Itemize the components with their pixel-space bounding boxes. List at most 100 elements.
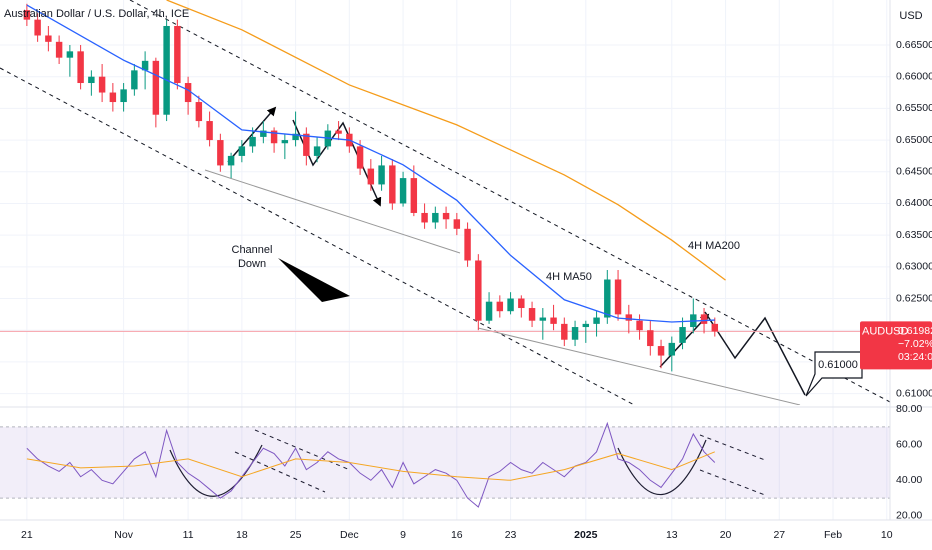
candle-body	[442, 212, 450, 220]
candle-body	[270, 130, 278, 144]
candle-body	[356, 146, 364, 169]
candle-body	[410, 178, 418, 213]
candle-body	[453, 219, 461, 229]
candle-body	[657, 346, 665, 356]
candle-body	[184, 83, 192, 103]
arc	[617, 439, 707, 496]
candle-body	[528, 308, 536, 321]
candle-body	[109, 92, 117, 103]
candle-body	[45, 35, 52, 42]
candle-body	[141, 60, 149, 71]
ma-line	[26, 4, 715, 323]
candle-body	[561, 323, 568, 340]
last-price-label: 0.61982	[898, 325, 932, 337]
y-tick-label: 0.64500	[896, 166, 932, 178]
candle-body	[711, 323, 719, 332]
currency: USD	[899, 10, 922, 22]
candle-body	[292, 133, 299, 141]
y-tick-label: 0.66500	[896, 39, 932, 51]
rsi-line	[26, 421, 716, 508]
candle-body	[249, 136, 256, 147]
rsi-channel	[254, 429, 351, 471]
x-tick-label: 10	[881, 529, 893, 541]
price-label-box	[860, 321, 932, 370]
candle-body	[378, 165, 385, 185]
candle-body	[668, 342, 676, 356]
x-tick-label: 9	[400, 529, 406, 541]
candle-body	[152, 60, 160, 115]
candle-body	[507, 298, 514, 312]
annotation: Channel Down	[232, 244, 273, 270]
candle-body	[23, 10, 31, 20]
axes: 21 Nov 11 18 25 Dec 9 16 23 2025 13 20 27 Feb 10 0.6100…	[21, 39, 932, 541]
candle-body	[421, 212, 428, 223]
rsi-tick-label: 40.00	[896, 474, 922, 486]
y-tick-label: 0.64000	[896, 197, 932, 209]
x-tick-label: 27	[773, 529, 785, 541]
candle-body	[399, 178, 407, 204]
candle-body	[518, 298, 525, 309]
candle-body	[700, 314, 708, 324]
x-tick-label: Feb	[824, 529, 842, 541]
candle-body	[195, 102, 203, 122]
x-tick-label: 18	[236, 529, 248, 541]
candle-body	[131, 70, 138, 90]
candle-body	[98, 76, 106, 93]
candle-body	[496, 301, 504, 312]
candle-body	[593, 317, 600, 324]
x-tick-label: 16	[451, 529, 463, 541]
y-tick-label: 0.62500	[896, 292, 932, 304]
candle-body	[571, 327, 579, 340]
chart-title: Australian Dollar / U.S. Dollar, 4h, ICE	[4, 8, 189, 20]
candle-body	[55, 41, 63, 58]
x-tick-label: 25	[290, 529, 302, 541]
candle-body	[66, 51, 74, 58]
candle-body	[485, 301, 493, 321]
x-tick-label: Nov	[114, 529, 133, 541]
rsi-pane	[0, 421, 890, 508]
candle-body	[367, 168, 375, 185]
candle-body	[260, 130, 267, 137]
support-line	[477, 327, 801, 405]
ma-line	[166, 0, 726, 281]
x-tick-label: 2025	[574, 529, 598, 541]
y-tick-label: 0.65000	[896, 134, 932, 146]
rsi-tick-label: 80.00	[896, 403, 922, 415]
candle-body	[550, 317, 557, 324]
y-tick-label: 0.65500	[896, 102, 932, 114]
candle-body	[34, 19, 41, 36]
candle-body	[163, 25, 170, 115]
candle-body	[88, 76, 95, 84]
candle-body	[464, 228, 471, 261]
callout-label: 0.61000	[818, 359, 858, 371]
y-tick-label: 0.63500	[896, 229, 932, 241]
big-arrow	[278, 258, 350, 302]
rsi-channel	[234, 451, 326, 493]
x-tick-label: 13	[666, 529, 678, 541]
x-tick-label: Dec	[340, 529, 359, 541]
candle-body	[303, 133, 310, 156]
candle-body	[647, 330, 654, 347]
rsi-tick-label: 20.00	[896, 510, 922, 522]
arrow	[227, 106, 277, 163]
candle-body	[77, 51, 84, 84]
y-tick-label: 0.63000	[896, 261, 932, 273]
countdown-label: 03:24:02	[898, 351, 932, 363]
x-tick-label: 23	[505, 529, 517, 541]
rsi-channel	[699, 469, 766, 496]
ma-label: 4H MA200	[688, 240, 740, 252]
rsi-tick-label: 60.00	[896, 438, 922, 450]
candle-body	[238, 146, 246, 156]
ma-label: 4H MA50	[546, 271, 592, 283]
drawings	[0, 0, 890, 405]
candle-body	[227, 155, 235, 166]
x-tick-label: 20	[720, 529, 732, 541]
candle-body	[636, 320, 643, 331]
candle-body	[604, 279, 611, 318]
candle-body	[432, 212, 439, 223]
candle-body	[313, 146, 321, 156]
channel-lower	[0, 67, 636, 405]
candle-body	[614, 279, 622, 315]
candle-body	[679, 327, 686, 343]
